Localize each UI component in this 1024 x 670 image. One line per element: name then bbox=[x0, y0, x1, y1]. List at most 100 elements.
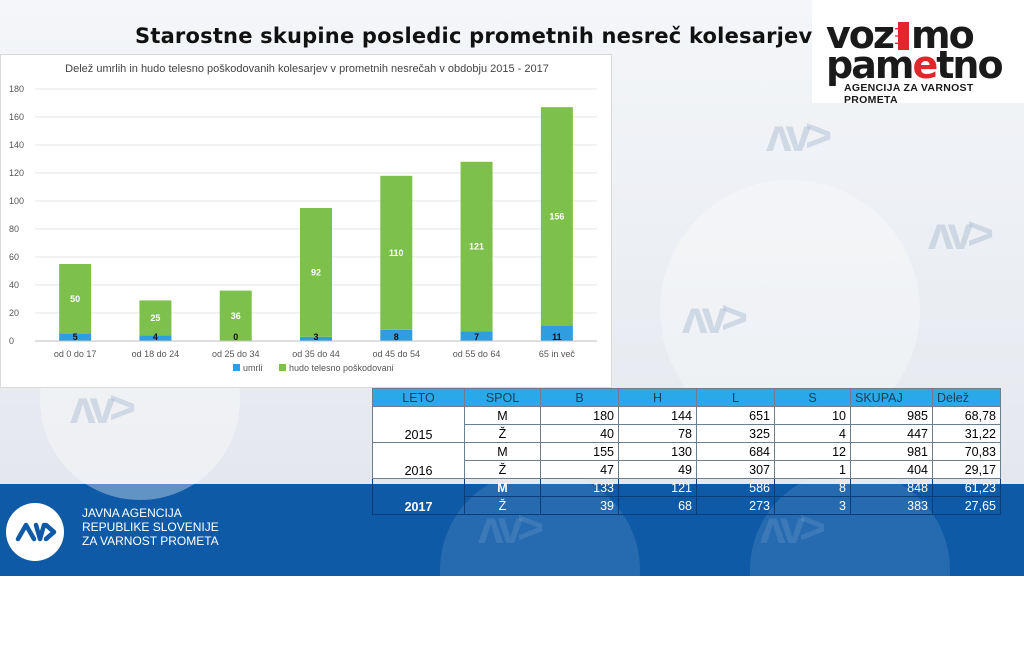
skupaj-cell: 404 bbox=[850, 460, 933, 479]
year-cell: 2017 bbox=[372, 478, 465, 515]
l-cell: 273 bbox=[696, 496, 775, 515]
s-cell: 1 bbox=[774, 460, 851, 479]
h-cell: 78 bbox=[618, 424, 697, 443]
bar-umrli bbox=[460, 331, 493, 341]
y-tick-label: 160 bbox=[9, 112, 24, 122]
skupaj-cell: 981 bbox=[850, 442, 933, 461]
bar-hudo-telesno-poskodovani bbox=[380, 175, 413, 330]
data-label-umrli: 3 bbox=[313, 332, 318, 342]
legend-label: hudo telesno poškodovani bbox=[289, 363, 394, 373]
table-row: 2016 M 155 130 684 12 981 70,83 bbox=[372, 442, 1001, 479]
road-stripe-icon bbox=[895, 22, 909, 50]
skupaj-cell: 985 bbox=[850, 406, 933, 425]
header-b: B bbox=[540, 388, 619, 407]
b-cell: 39 bbox=[540, 496, 619, 515]
x-tick-label: od 0 do 17 bbox=[54, 349, 97, 359]
h-cell: 68 bbox=[618, 496, 697, 515]
x-tick-label: od 25 do 34 bbox=[212, 349, 260, 359]
bar-hudo-telesno-poskodovani bbox=[139, 300, 172, 336]
table-row: 2017 M 133 121 586 8 848 61,23 bbox=[372, 478, 1001, 515]
h-cell: 121 bbox=[618, 478, 697, 497]
table-header-row: LETO SPOL B H L S SKUPAJ Delež bbox=[372, 388, 1001, 407]
y-tick-label: 140 bbox=[9, 140, 24, 150]
chart-panel: Delež umrlih in hudo telesno poškodovani… bbox=[0, 54, 612, 388]
header-skupaj: SKUPAJ bbox=[850, 388, 933, 407]
year-cell: 2016 bbox=[372, 442, 465, 479]
data-label-hudo: 110 bbox=[389, 248, 404, 258]
bar-hudo-telesno-poskodovani bbox=[540, 107, 573, 326]
b-cell: 133 bbox=[540, 478, 619, 497]
s-cell: 8 bbox=[774, 478, 851, 497]
s-cell: 12 bbox=[774, 442, 851, 461]
agency-name: JAVNA AGENCIJA REPUBLIKE SLOVENIJE ZA VA… bbox=[82, 506, 219, 548]
delez-cell: 29,17 bbox=[932, 460, 1001, 479]
data-label-hudo: 25 bbox=[150, 313, 160, 323]
table-row: Ž 47 49 307 1 404 29,17 bbox=[372, 460, 1001, 479]
delez-cell: 31,22 bbox=[932, 424, 1001, 443]
bar-umrli bbox=[540, 325, 573, 341]
l-cell: 651 bbox=[696, 406, 775, 425]
spol-cell: Ž bbox=[464, 424, 541, 443]
data-label-umrli: 7 bbox=[474, 332, 479, 342]
data-label-hudo: 121 bbox=[469, 242, 484, 252]
y-tick-label: 180 bbox=[9, 84, 24, 94]
bar-umrli bbox=[380, 329, 413, 341]
x-tick-label: 65 in več bbox=[539, 349, 576, 359]
delez-cell: 68,78 bbox=[932, 406, 1001, 425]
s-cell: 3 bbox=[774, 496, 851, 515]
bar-umrli bbox=[59, 334, 92, 341]
legend-label: umrli bbox=[243, 363, 263, 373]
y-tick-label: 80 bbox=[9, 224, 19, 234]
b-cell: 47 bbox=[540, 460, 619, 479]
bar-umrli bbox=[300, 336, 332, 341]
bar-hudo-telesno-poskodovani bbox=[219, 290, 252, 341]
x-tick-label: od 35 do 44 bbox=[292, 349, 340, 359]
x-tick-label: od 45 do 54 bbox=[373, 349, 421, 359]
skupaj-cell: 447 bbox=[850, 424, 933, 443]
h-cell: 144 bbox=[618, 406, 697, 425]
spol-cell: M bbox=[464, 478, 541, 497]
header-s: S bbox=[774, 388, 851, 407]
bar-umrli bbox=[139, 335, 172, 341]
avp-logo-icon bbox=[6, 503, 64, 561]
b-cell: 180 bbox=[540, 406, 619, 425]
watermark-logo-icon: ʌv> bbox=[928, 207, 994, 259]
delez-cell: 61,23 bbox=[932, 478, 1001, 497]
spol-cell: Ž bbox=[464, 496, 541, 515]
watermark-logo-icon: ʌv> bbox=[70, 381, 136, 433]
header-delez: Delež bbox=[932, 388, 1001, 407]
data-label-umrli: 11 bbox=[552, 332, 562, 342]
table-row: Ž 40 78 325 4 447 31,22 bbox=[372, 424, 1001, 443]
data-label-umrli: 8 bbox=[394, 332, 399, 342]
y-tick-label: 0 bbox=[9, 336, 14, 346]
b-cell: 155 bbox=[540, 442, 619, 461]
logo-subtitle: AGENCIJA ZA VARNOST PROMETA bbox=[844, 82, 974, 106]
data-label-hudo: 92 bbox=[311, 267, 321, 277]
x-tick-label: od 55 do 64 bbox=[453, 349, 501, 359]
legend-swatch bbox=[233, 364, 240, 371]
data-label-hudo: 156 bbox=[549, 211, 564, 221]
logo-line-1: voz mo bbox=[826, 13, 975, 57]
skupaj-cell: 383 bbox=[850, 496, 933, 515]
y-tick-label: 20 bbox=[9, 308, 19, 318]
bar-hudo-telesno-poskodovani bbox=[460, 161, 493, 332]
delez-cell: 27,65 bbox=[932, 496, 1001, 515]
header-leto: LETO bbox=[372, 388, 465, 407]
s-cell: 10 bbox=[774, 406, 851, 425]
table-row: Ž 39 68 273 3 383 27,65 bbox=[373, 496, 1001, 515]
data-label-hudo: 50 bbox=[70, 294, 80, 304]
header-l: L bbox=[696, 388, 775, 407]
y-tick-label: 60 bbox=[9, 252, 19, 262]
h-cell: 49 bbox=[618, 460, 697, 479]
header-h: H bbox=[618, 388, 697, 407]
y-tick-label: 100 bbox=[9, 196, 24, 206]
l-cell: 586 bbox=[696, 478, 775, 497]
s-cell: 4 bbox=[774, 424, 851, 443]
spol-cell: M bbox=[464, 442, 541, 461]
y-tick-label: 120 bbox=[9, 168, 24, 178]
l-cell: 684 bbox=[696, 442, 775, 461]
y-tick-label: 40 bbox=[9, 280, 19, 290]
watermark-logo-icon: ʌv> bbox=[766, 109, 832, 161]
vozimo-pametno-logo: voz mo pametno AGENCIJA ZA VARNOST PROMET… bbox=[812, 0, 1024, 106]
